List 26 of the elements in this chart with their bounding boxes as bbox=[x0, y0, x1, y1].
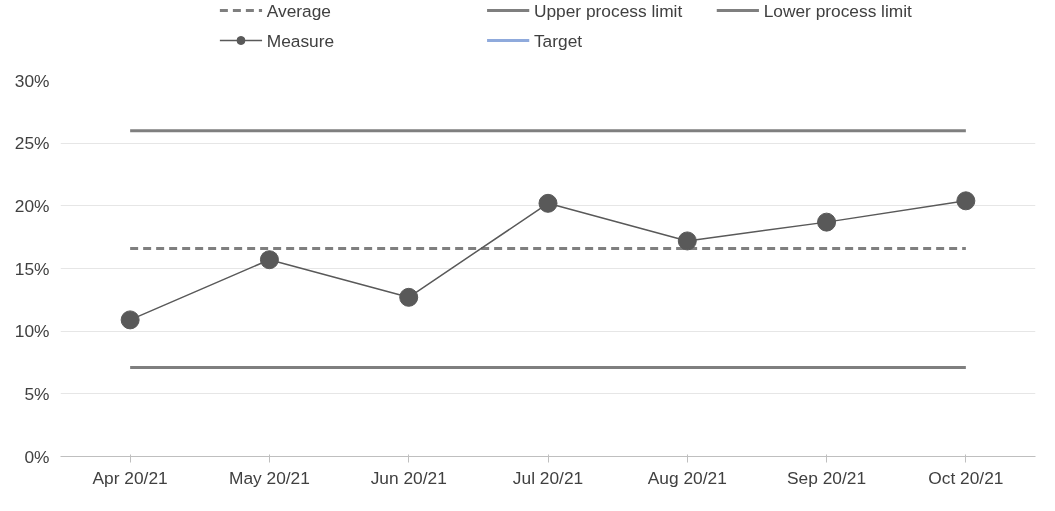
point bbox=[817, 212, 837, 232]
x-tick-label: Jul 20/21 bbox=[512, 467, 584, 488]
legend-label: Lower process limit bbox=[763, 0, 913, 21]
y-tick-label: 25% bbox=[14, 133, 50, 154]
point bbox=[120, 310, 140, 330]
legend-label: Average bbox=[266, 0, 331, 21]
y-tick-label: 10% bbox=[14, 321, 50, 342]
y-tick-label: 15% bbox=[14, 258, 50, 279]
y-tick-label: 0% bbox=[24, 446, 50, 467]
point bbox=[677, 231, 697, 251]
legend-label: Measure bbox=[266, 30, 335, 51]
x-tick-label: Sep 20/21 bbox=[787, 467, 867, 488]
point bbox=[956, 191, 976, 211]
y-tick-label: 20% bbox=[14, 195, 50, 216]
y-tick-label: 30% bbox=[14, 70, 50, 91]
x-tick-label: Apr 20/21 bbox=[92, 467, 168, 488]
x-tick-label: Aug 20/21 bbox=[647, 467, 727, 488]
point bbox=[259, 250, 279, 270]
x-tick-label: Jun 20/21 bbox=[370, 467, 447, 488]
y-tick-label: 5% bbox=[24, 383, 50, 404]
point bbox=[538, 193, 558, 213]
legend-label: Target bbox=[533, 30, 583, 51]
legend-label: Upper process limit bbox=[533, 0, 683, 21]
x-tick-label: Oct 20/21 bbox=[928, 467, 1004, 488]
point bbox=[399, 287, 419, 307]
x-tick-label: May 20/21 bbox=[228, 467, 310, 488]
